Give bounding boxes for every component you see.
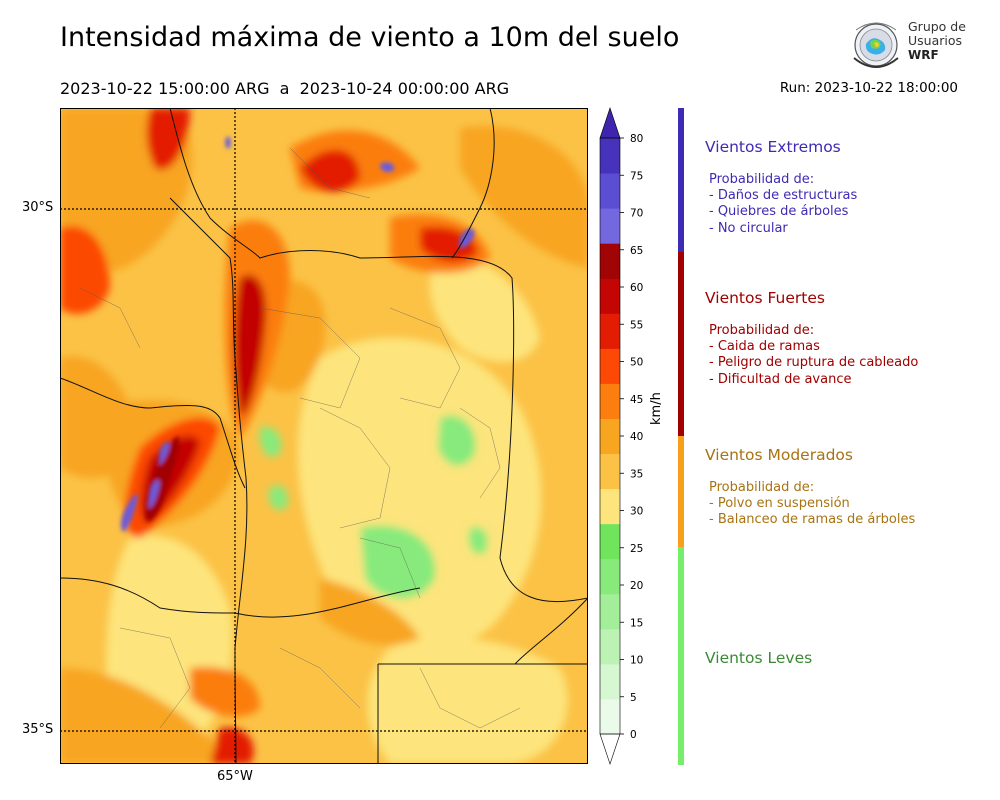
legend-category-title: Vientos Leves xyxy=(705,649,813,667)
legend-category-title: Vientos Moderados xyxy=(705,446,853,464)
colorbar-unit-label: km/h xyxy=(649,392,664,425)
colorbar-segment xyxy=(600,663,620,700)
colorbar-tick-label: 70 xyxy=(630,208,643,220)
colorbar-segment xyxy=(600,698,620,735)
longitude-label-65w: 65°W xyxy=(217,769,253,784)
forecast-period: 2023-10-22 15:00:00 ARG a 2023-10-24 00:… xyxy=(60,79,510,98)
colorbar-segment xyxy=(600,383,620,419)
colorbar-segment xyxy=(600,173,620,209)
extreme-wind-cells xyxy=(121,136,475,532)
colorbar-tick-label: 55 xyxy=(630,319,643,331)
colorbar-segment xyxy=(600,628,620,665)
map-title: Intensidad máxima de viento a 10m del su… xyxy=(60,22,680,53)
legend-category-title: Vientos Fuertes xyxy=(705,289,825,307)
colorbar-segment xyxy=(600,418,620,455)
logo-text-wrf: WRF xyxy=(908,48,939,62)
colorbar: 0 5 10 15 20 25 30 35 40 45 50 55 60 65 70 75 80 xyxy=(599,107,643,765)
colorbar-segment xyxy=(600,243,620,279)
legend-color-bar xyxy=(678,436,684,547)
colorbar-extend-top xyxy=(599,107,621,139)
colorbar-segment xyxy=(600,523,620,560)
colorbar-tick-label: 20 xyxy=(630,580,643,592)
colorbar-tick-label: 35 xyxy=(630,468,643,480)
colorbar-segment xyxy=(600,488,620,525)
colorbar-segment xyxy=(600,138,620,174)
colorbar-segment xyxy=(600,593,620,630)
colorbar-tick-label: 75 xyxy=(630,170,643,182)
colorbar-segment xyxy=(600,278,620,314)
legend-color-bar xyxy=(678,252,684,436)
colorbar-extend-bottom xyxy=(599,733,621,765)
legend-category-description: Probabilidad de: - Caida de ramas - Peli… xyxy=(709,323,919,387)
legend-color-bar xyxy=(678,547,684,765)
graticule xyxy=(60,108,588,764)
legend-category-description: Probabilidad de: - Polvo en suspensión -… xyxy=(709,480,916,528)
legend-color-bar xyxy=(678,108,684,252)
colorbar-tick-label: 15 xyxy=(630,617,643,629)
grupo-usuarios-wrf-logo: Grupo de Usuarios WRF xyxy=(848,18,970,72)
colorbar-tick-label: 25 xyxy=(630,543,643,555)
latitude-label-35s: 35°S xyxy=(22,722,54,737)
colorbar-tick-label: 60 xyxy=(630,282,643,294)
colorbar-tick-label: 65 xyxy=(630,245,643,257)
wind-map xyxy=(60,108,588,764)
wind-field xyxy=(60,108,588,764)
logo-text-line1: Grupo de xyxy=(908,19,966,34)
colorbar-segment xyxy=(600,558,620,595)
colorbar-tick-label: 50 xyxy=(630,357,643,369)
colorbar-tick-label: 80 xyxy=(630,133,643,145)
legend-category-title: Vientos Extremos xyxy=(705,138,841,156)
colorbar-tick-label: 0 xyxy=(630,729,637,741)
colorbar-segment xyxy=(600,453,620,490)
legend-category-description: Probabilidad de: - Daños de estructuras … xyxy=(709,172,858,236)
run-time: Run: 2023-10-22 18:00:00 xyxy=(779,80,958,96)
department-borders xyxy=(79,147,521,729)
colorbar-tick-label: 45 xyxy=(630,394,643,406)
colorbar-segment xyxy=(600,348,620,384)
colorbar-tick-label: 5 xyxy=(630,692,637,704)
colorbar-segment xyxy=(600,208,620,244)
colorbar-segment xyxy=(600,313,620,349)
colorbar-tick-label: 40 xyxy=(630,431,643,443)
colorbar-tick-label: 10 xyxy=(630,655,643,667)
colorbar-tick-label: 30 xyxy=(630,506,643,518)
latitude-label-30s: 30°S xyxy=(22,200,54,215)
globe-logo-icon xyxy=(853,22,899,68)
logo-text-line2: Usuarios xyxy=(908,33,963,48)
map-frame xyxy=(60,108,588,764)
